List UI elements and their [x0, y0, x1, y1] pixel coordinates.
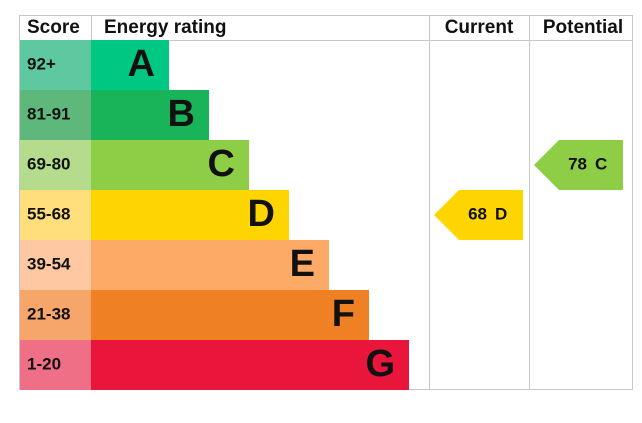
rating-letter: E [290, 243, 315, 285]
score-cell [20, 40, 91, 90]
rating-letter: C [208, 143, 235, 185]
rating-bar [91, 290, 369, 340]
rating-bar [91, 140, 249, 190]
rating-bar [91, 40, 169, 90]
rating-bar [91, 340, 409, 390]
header-potential: Potential [543, 17, 623, 38]
header-energy-rating: Energy rating [104, 17, 226, 38]
score-label: 39-54 [27, 254, 71, 273]
rating-letter: D [248, 193, 275, 235]
score-cell [20, 140, 91, 190]
rating-letter: F [332, 293, 355, 335]
rating-bar [91, 190, 289, 240]
current-arrow [434, 190, 523, 240]
score-label: 55-68 [27, 204, 70, 223]
score-label: 69-80 [27, 154, 70, 173]
rating-letter: B [168, 93, 195, 135]
rating-letter: G [365, 343, 395, 385]
rating-bar [91, 90, 209, 140]
score-cell [20, 290, 91, 340]
score-label: 21-38 [27, 304, 70, 323]
current-score: 68 [468, 204, 487, 223]
score-cell [20, 90, 91, 140]
score-label: 92+ [27, 54, 56, 73]
potential-rating: C [595, 154, 607, 173]
score-label: 1-20 [27, 354, 61, 373]
score-label: 81-91 [27, 104, 70, 123]
current-rating: D [495, 204, 507, 223]
header-current: Current [445, 17, 514, 38]
header-score: Score [27, 17, 80, 38]
score-cell [20, 240, 91, 290]
potential-score: 78 [568, 154, 587, 173]
rating-bar [91, 240, 329, 290]
rating-letter: A [128, 43, 155, 85]
potential-arrow [534, 140, 623, 190]
score-cell [20, 340, 91, 390]
score-cell [20, 190, 91, 240]
